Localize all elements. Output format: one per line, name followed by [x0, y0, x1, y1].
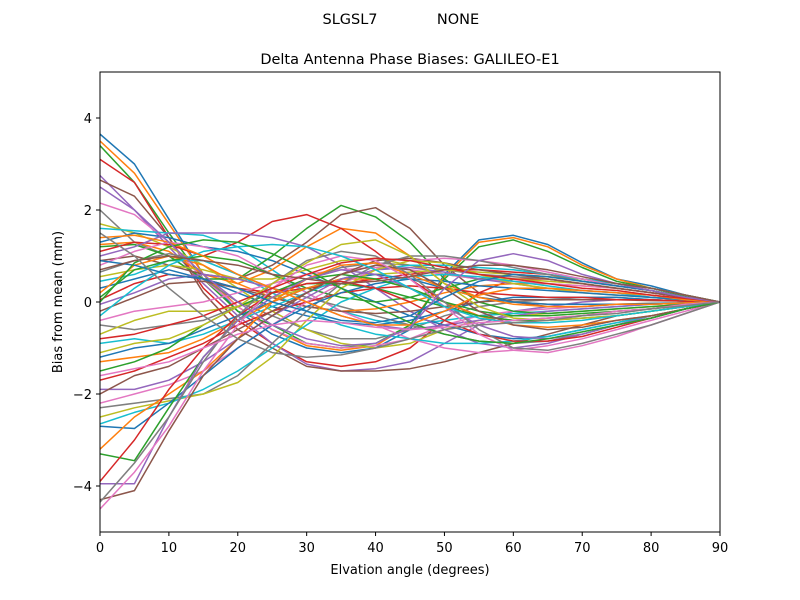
y-tick-label: 4	[84, 112, 92, 127]
series-layer	[100, 133, 720, 510]
x-tick-label: 10	[161, 541, 178, 556]
series-line-s58	[100, 232, 720, 358]
series-line-s56	[100, 255, 720, 303]
x-tick-label: 20	[230, 541, 247, 556]
series-line-s52	[100, 234, 720, 326]
series-line-s53	[100, 239, 720, 345]
series-line-s57	[100, 301, 720, 377]
y-tick-label: −4	[73, 480, 92, 495]
series-line-s47	[100, 255, 720, 510]
y-axis: −4 −2 0 2 4	[73, 112, 100, 495]
x-tick-label: 70	[574, 541, 591, 556]
x-tick-label: 90	[712, 541, 729, 556]
series-line-s48	[100, 250, 720, 503]
series-line-s51	[100, 259, 720, 324]
x-tick-label: 50	[436, 541, 453, 556]
chart-title: Delta Antenna Phase Biases: GALILEO-E1	[260, 52, 559, 68]
x-tick-label: 60	[505, 541, 522, 556]
series-line-s50	[100, 243, 720, 324]
series-line-s46	[100, 264, 720, 501]
x-tick-label: 30	[298, 541, 315, 556]
x-tick-label: 40	[367, 541, 384, 556]
x-tick-label: 0	[96, 541, 104, 556]
suptitle-right: NONE	[437, 12, 479, 28]
y-tick-label: −2	[73, 388, 92, 403]
suptitle-left: SLGSL7	[322, 12, 377, 28]
x-tick-label: 80	[643, 541, 660, 556]
y-tick-label: 2	[84, 204, 92, 219]
y-tick-label: 0	[84, 296, 92, 311]
x-axis-label: Elvation angle (degrees)	[330, 563, 489, 578]
x-axis: 0 10 20 30 40 50 60 70 80 90	[96, 532, 728, 556]
y-axis-label: Bias from mean (mm)	[51, 231, 66, 373]
series-line-s34	[100, 285, 720, 381]
